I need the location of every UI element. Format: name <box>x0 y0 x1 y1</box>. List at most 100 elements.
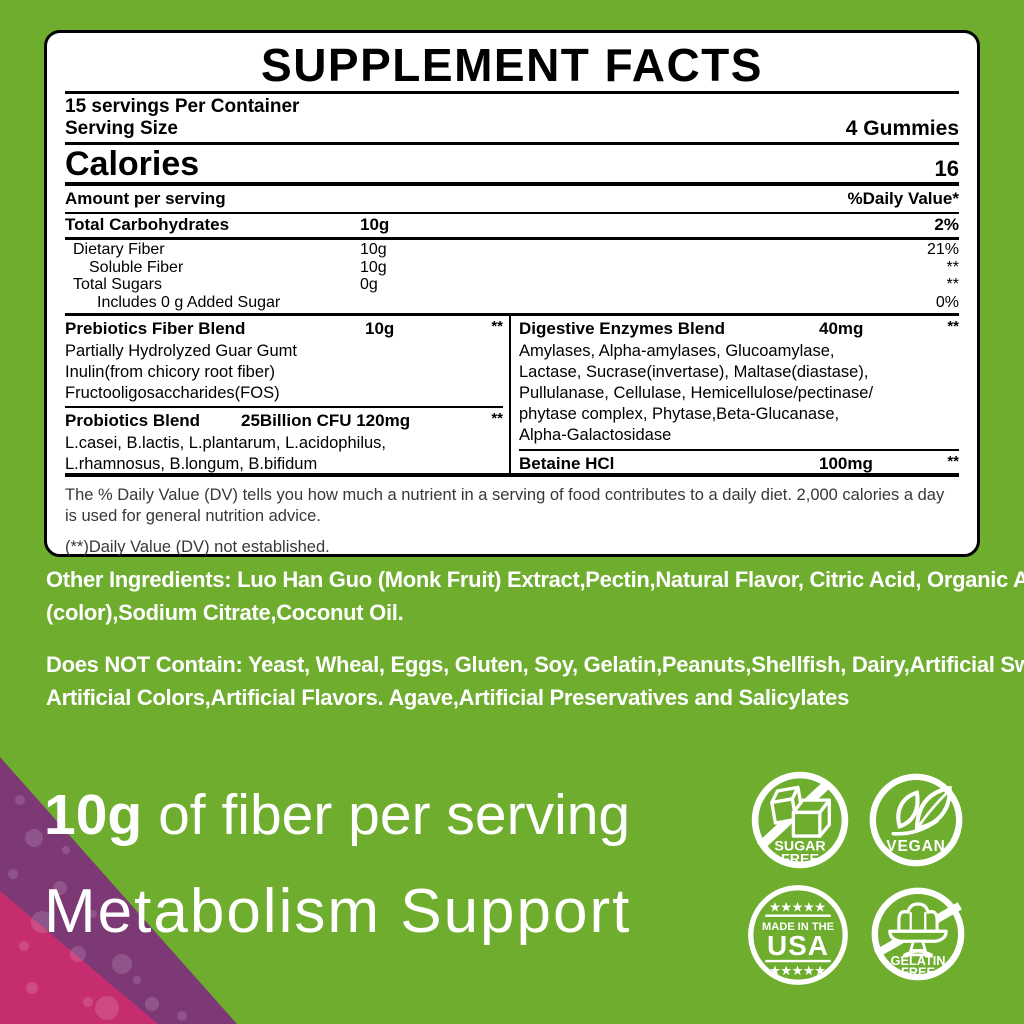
fiber-claim-headline: 10g of fiber per serving <box>44 784 630 846</box>
jelly-mold-icon <box>888 902 948 957</box>
nutrient-dv: ** <box>946 258 959 276</box>
sugar-free-label2: FREE <box>781 851 819 867</box>
nutrient-dv: ** <box>947 453 959 470</box>
betaine-hcl-row: Betaine HCl 100mg ** <box>519 449 959 477</box>
blend-dv: ** <box>947 318 959 335</box>
sugar-free-badge-icon: SUGAR FREE <box>751 771 849 869</box>
other-ingredients-line: Other Ingredients: Luo Han Guo (Monk Fru… <box>46 567 1024 592</box>
blend-name: Digestive Enzymes Blend <box>519 319 725 338</box>
carbohydrate-sub-rows: Dietary Fiber 10g 21% Soluble Fiber 10g … <box>65 240 959 313</box>
blends-two-column-section: Prebiotics Fiber Blend 10g ** Partially … <box>65 316 959 473</box>
nutrient-name: Dietary Fiber <box>73 241 165 258</box>
pink-ribbon <box>0 891 158 1024</box>
made-in-the-label: MADE IN THE <box>762 921 834 933</box>
stars-top: ★★★★★ <box>770 901 827 914</box>
probiotics-blend-block: Probiotics Blend 25Billion CFU 120mg ** … <box>65 406 503 474</box>
nutrient-amount: 10g <box>360 258 387 276</box>
nutrient-amount: 10g <box>360 241 387 258</box>
supplement-facts-panel: SUPPLEMENT FACTS 15 servings Per Contain… <box>44 30 980 557</box>
amount-per-serving-header: Amount per serving <box>65 189 226 208</box>
blend-amount: 40mg <box>819 319 864 338</box>
calories-value: 16 <box>934 156 959 181</box>
divider <box>65 237 959 240</box>
probiotic-strains: L.rhamnosus, B.longum, B.bifidum <box>65 454 318 473</box>
gelatin-free-label2: FREE <box>901 965 935 980</box>
nutrient-row-total-carbohydrates: Total Carbohydrates 10g 2% <box>65 214 959 237</box>
vegan-label: VEGAN <box>886 838 945 855</box>
stars-bottom: ★★★★★ <box>770 965 827 978</box>
metabolism-support-headline: Metabolism Support <box>44 877 632 946</box>
sugar-cubes-icon <box>770 785 831 838</box>
nutrient-dv: 0% <box>935 293 959 311</box>
blends-right-column: Digestive Enzymes Blend 40mg ** Amylases… <box>511 316 959 473</box>
nutrient-row-soluble-fiber: Soluble Fiber 10g ** <box>65 259 959 277</box>
serving-size-label: Serving Size <box>65 118 178 139</box>
enzyme-ingredient: Amylases, Alpha-amylases, Glucoamylase, <box>519 342 835 360</box>
blend-dv: ** <box>491 410 503 427</box>
usa-label: USA <box>767 930 829 961</box>
nutrient-amount: 0g <box>360 276 378 293</box>
divider <box>65 182 959 186</box>
other-ingredients-text: Other Ingredients: Luo Han Guo (Monk Fru… <box>46 563 1024 629</box>
nutrient-dv: 21% <box>926 241 959 258</box>
does-not-contain-line: Artificial Colors,Artificial Flavors. Ag… <box>46 685 850 710</box>
nutrient-row-total-sugars: Total Sugars 0g ** <box>65 276 959 294</box>
divider <box>65 91 959 94</box>
prebiotic-ingredient: Partially Hydrolyzed Guar Gumt <box>65 342 297 360</box>
divider <box>65 212 959 214</box>
fiber-amount-highlight: 10g <box>44 783 143 847</box>
does-not-contain-text: Does NOT Contain: Yeast, Wheal, Eggs, Gl… <box>46 648 1024 714</box>
column-headers-row: Amount per serving %Daily Value* <box>65 186 959 212</box>
daily-value-footnote: The % Daily Value (DV) tells you how muc… <box>65 486 945 525</box>
enzyme-ingredient: Pullulanase, Cellulase, Hemicellulose/pe… <box>519 384 874 402</box>
enzymes-blend-header: Digestive Enzymes Blend 40mg ** <box>519 316 959 341</box>
nutrient-name: Total Sugars <box>73 276 162 293</box>
serving-size-value: 4 Gummies <box>845 117 959 140</box>
probiotics-blend-header: Probiotics Blend 25Billion CFU 120mg ** <box>65 408 503 433</box>
leaves-icon <box>891 785 952 836</box>
does-not-contain-line: Does NOT Contain: Yeast, Wheal, Eggs, Gl… <box>46 652 1024 677</box>
vegan-badge-icon: VEGAN <box>869 773 963 867</box>
divider <box>65 473 959 477</box>
gelatin-free-label: GELATIN <box>891 953 946 968</box>
nutrient-name: Includes 0 g Added Sugar <box>97 293 281 311</box>
fiber-claim-rest: of fiber per serving <box>142 783 631 847</box>
nutrient-name: Soluble Fiber <box>89 258 184 276</box>
nutrient-name: Total Carbohydrates <box>65 215 230 234</box>
prebiotic-ingredient: Fructooligosaccharides(FOS) <box>65 384 280 402</box>
nutrient-row-dietary-fiber: Dietary Fiber 10g 21% <box>65 241 959 259</box>
nutrient-dv: ** <box>946 276 959 293</box>
calories-label: Calories <box>65 145 200 183</box>
nutrient-dv: 2% <box>934 215 959 234</box>
divider <box>65 142 959 145</box>
made-in-usa-badge-icon: ★★★★★ MADE IN THE USA ★★★★★ <box>748 885 848 985</box>
divider <box>65 313 959 316</box>
probiotic-strains: L.casei, B.lactis, L.plantarum, L.acidop… <box>65 434 387 452</box>
sugar-free-label: SUGAR <box>774 838 825 854</box>
gelatin-free-badge-icon: GELATIN FREE <box>871 887 965 981</box>
nutrient-name: Betaine HCl <box>519 454 615 473</box>
blend-name: Prebiotics Fiber Blend <box>65 319 246 338</box>
calories-row: Calories 16 <box>65 145 959 182</box>
enzyme-ingredient: phytase complex, Phytase,Beta-Glucanase, <box>519 405 840 423</box>
prebiotic-ingredient: Inulin(from chicory root fiber) <box>65 363 275 381</box>
enzyme-ingredient: Lactase, Sucrase(invertase), Maltase(dia… <box>519 363 869 381</box>
nutrient-row-added-sugar: Includes 0 g Added Sugar 0% <box>65 294 959 312</box>
enzyme-ingredient: Alpha-Galactosidase <box>519 426 672 444</box>
servings-per-container: 15 servings Per Container <box>65 96 300 117</box>
daily-value-header: %Daily Value* <box>847 189 959 208</box>
blend-amount: 25Billion CFU 120mg <box>241 411 411 430</box>
blend-amount: 10g <box>365 319 395 338</box>
blend-name: Probiotics Blend <box>65 411 201 430</box>
bubble-dots-pattern <box>8 795 187 1021</box>
nutrient-amount: 100mg <box>819 454 873 473</box>
blends-left-column: Prebiotics Fiber Blend 10g ** Partially … <box>65 316 511 473</box>
other-ingredients-line: (color),Sodium Citrate,Coconut Oil. <box>46 600 404 625</box>
prebiotics-blend-header: Prebiotics Fiber Blend 10g ** <box>65 316 503 341</box>
panel-title: SUPPLEMENT FACTS <box>261 39 763 91</box>
not-established-footnote: (**)Daily Value (DV) not established. <box>65 538 330 556</box>
serving-size-row: Serving Size 4 Gummies <box>65 118 959 142</box>
blend-dv: ** <box>491 318 503 335</box>
